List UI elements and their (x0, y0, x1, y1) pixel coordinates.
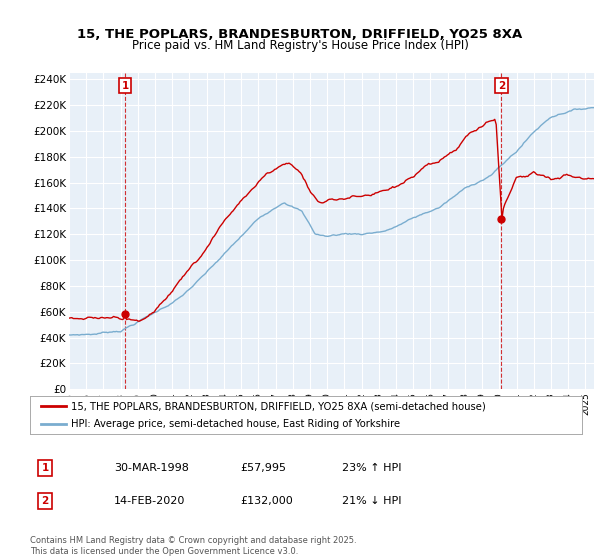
Text: 2: 2 (498, 81, 505, 91)
Text: 14-FEB-2020: 14-FEB-2020 (114, 496, 185, 506)
Text: 1: 1 (41, 463, 49, 473)
Text: £132,000: £132,000 (240, 496, 293, 506)
Text: 30-MAR-1998: 30-MAR-1998 (114, 463, 189, 473)
Text: HPI: Average price, semi-detached house, East Riding of Yorkshire: HPI: Average price, semi-detached house,… (71, 419, 401, 430)
Text: 15, THE POPLARS, BRANDESBURTON, DRIFFIELD, YO25 8XA: 15, THE POPLARS, BRANDESBURTON, DRIFFIEL… (77, 28, 523, 41)
Text: 2: 2 (41, 496, 49, 506)
Text: Price paid vs. HM Land Registry's House Price Index (HPI): Price paid vs. HM Land Registry's House … (131, 39, 469, 53)
Text: 23% ↑ HPI: 23% ↑ HPI (342, 463, 401, 473)
Text: £57,995: £57,995 (240, 463, 286, 473)
Text: Contains HM Land Registry data © Crown copyright and database right 2025.
This d: Contains HM Land Registry data © Crown c… (30, 536, 356, 556)
Text: 15, THE POPLARS, BRANDESBURTON, DRIFFIELD, YO25 8XA (semi-detached house): 15, THE POPLARS, BRANDESBURTON, DRIFFIEL… (71, 401, 486, 411)
Text: 21% ↓ HPI: 21% ↓ HPI (342, 496, 401, 506)
Text: 1: 1 (121, 81, 128, 91)
